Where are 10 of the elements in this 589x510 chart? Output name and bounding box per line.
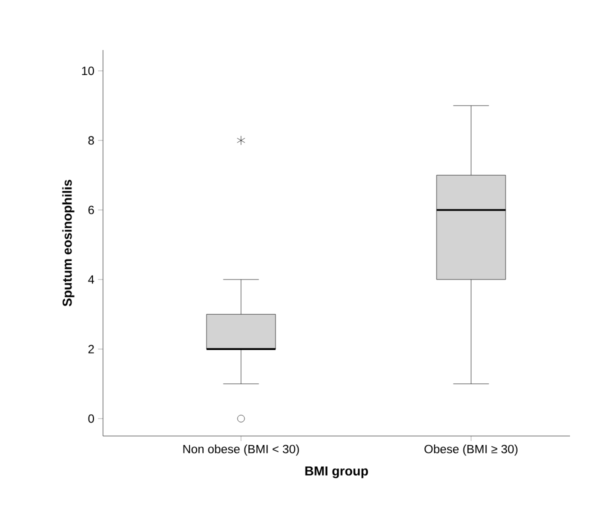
- x-tick-label: Non obese (BMI < 30): [183, 444, 299, 456]
- x-axis-title: BMI group: [305, 466, 368, 478]
- y-tick-label: 10: [82, 66, 94, 76]
- y-tick-label: 8: [88, 136, 94, 145]
- x-tick-label: Obese (BMI ≥ 30): [424, 444, 518, 456]
- y-tick-label: 0: [88, 414, 94, 423]
- y-tick-label: 6: [88, 206, 94, 214]
- y-tick-label: 4: [88, 275, 94, 284]
- y-axis-title: Sputum eosinophilis: [62, 180, 74, 306]
- y-tick-label: 2: [88, 344, 94, 354]
